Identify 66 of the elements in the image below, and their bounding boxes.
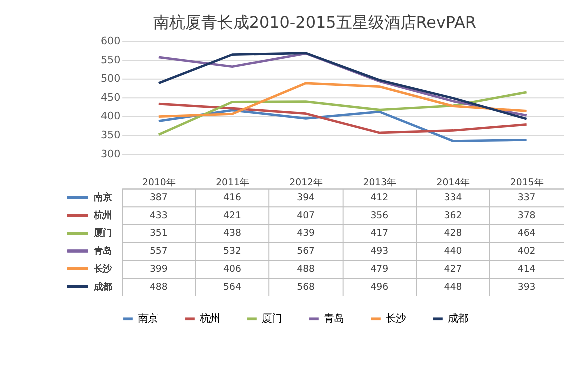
data-label: 427 (444, 264, 462, 275)
x-tick-label: 2012年 (290, 178, 322, 188)
data-label: 393 (518, 282, 536, 293)
line-series (158, 91, 528, 136)
data-label: 488 (150, 282, 168, 293)
line-series (158, 82, 528, 118)
data-label: 464 (518, 228, 536, 240)
data-label: 337 (518, 192, 536, 204)
x-tick-label: 2015年 (510, 178, 544, 188)
data-label: 428 (444, 228, 462, 240)
legend-label: 成都 (94, 282, 112, 293)
data-label: 493 (370, 246, 389, 258)
data-label: 564 (224, 282, 242, 293)
data-label: 439 (297, 228, 316, 240)
legend-label: 青岛 (94, 246, 112, 258)
y-tick-label: 400 (100, 110, 121, 123)
data-label: 438 (224, 228, 242, 240)
data-label: 378 (518, 210, 536, 222)
text: 成都 (448, 312, 468, 325)
data-label: 334 (444, 192, 462, 204)
legend-label: 南京 (94, 192, 112, 204)
chart-title: 南杭厦青长成2010-2015五星级酒店RevPAR (153, 13, 477, 32)
data-label: 399 (150, 264, 168, 275)
x-tick-label: 2013年 (363, 178, 396, 188)
y-tick-label: 600 (100, 36, 121, 48)
data-label: 488 (297, 264, 316, 275)
data-label: 416 (224, 192, 242, 204)
y-tick-label: 350 (100, 130, 121, 142)
legend-label: 长沙 (94, 264, 112, 275)
data-label: 567 (297, 246, 316, 258)
data-label: 406 (224, 264, 242, 275)
data-label: 394 (297, 192, 316, 204)
text: 南京 (138, 312, 158, 325)
x-tick-label: 2011年 (216, 178, 249, 188)
data-label: 532 (224, 246, 242, 258)
text: 杭州 (200, 312, 220, 325)
data-label: 421 (224, 210, 242, 222)
data-label: 387 (150, 192, 168, 204)
data-label: 351 (150, 228, 168, 240)
text: 青岛 (324, 312, 344, 325)
data-label: 479 (370, 264, 389, 275)
data-label: 362 (444, 210, 462, 222)
data-label: 568 (297, 282, 316, 293)
data-label: 417 (370, 228, 389, 240)
legend-label: 厦门 (94, 228, 112, 240)
y-tick-label: 300 (100, 148, 121, 160)
data-label: 448 (444, 282, 462, 293)
data-label: 433 (150, 210, 168, 222)
data-label: 414 (518, 264, 536, 275)
text: 长沙 (386, 312, 406, 325)
line-series (158, 102, 528, 134)
legend-label: 杭州 (92, 210, 112, 222)
text: 厦门 (262, 312, 282, 325)
data-label: 557 (150, 246, 168, 258)
data-label: 412 (370, 192, 389, 204)
data-label: 402 (518, 246, 536, 258)
y-tick-label: 500 (100, 73, 121, 86)
y-tick-label: 450 (100, 92, 121, 104)
x-tick-label: 2014年 (436, 178, 470, 188)
data-label: 356 (370, 210, 389, 222)
data-label: 496 (370, 282, 389, 293)
data-label: 407 (297, 210, 316, 222)
line-series (158, 109, 528, 142)
x-tick-label: 2010年 (142, 178, 176, 188)
data-label: 440 (444, 246, 462, 258)
y-tick-label: 550 (100, 54, 121, 66)
